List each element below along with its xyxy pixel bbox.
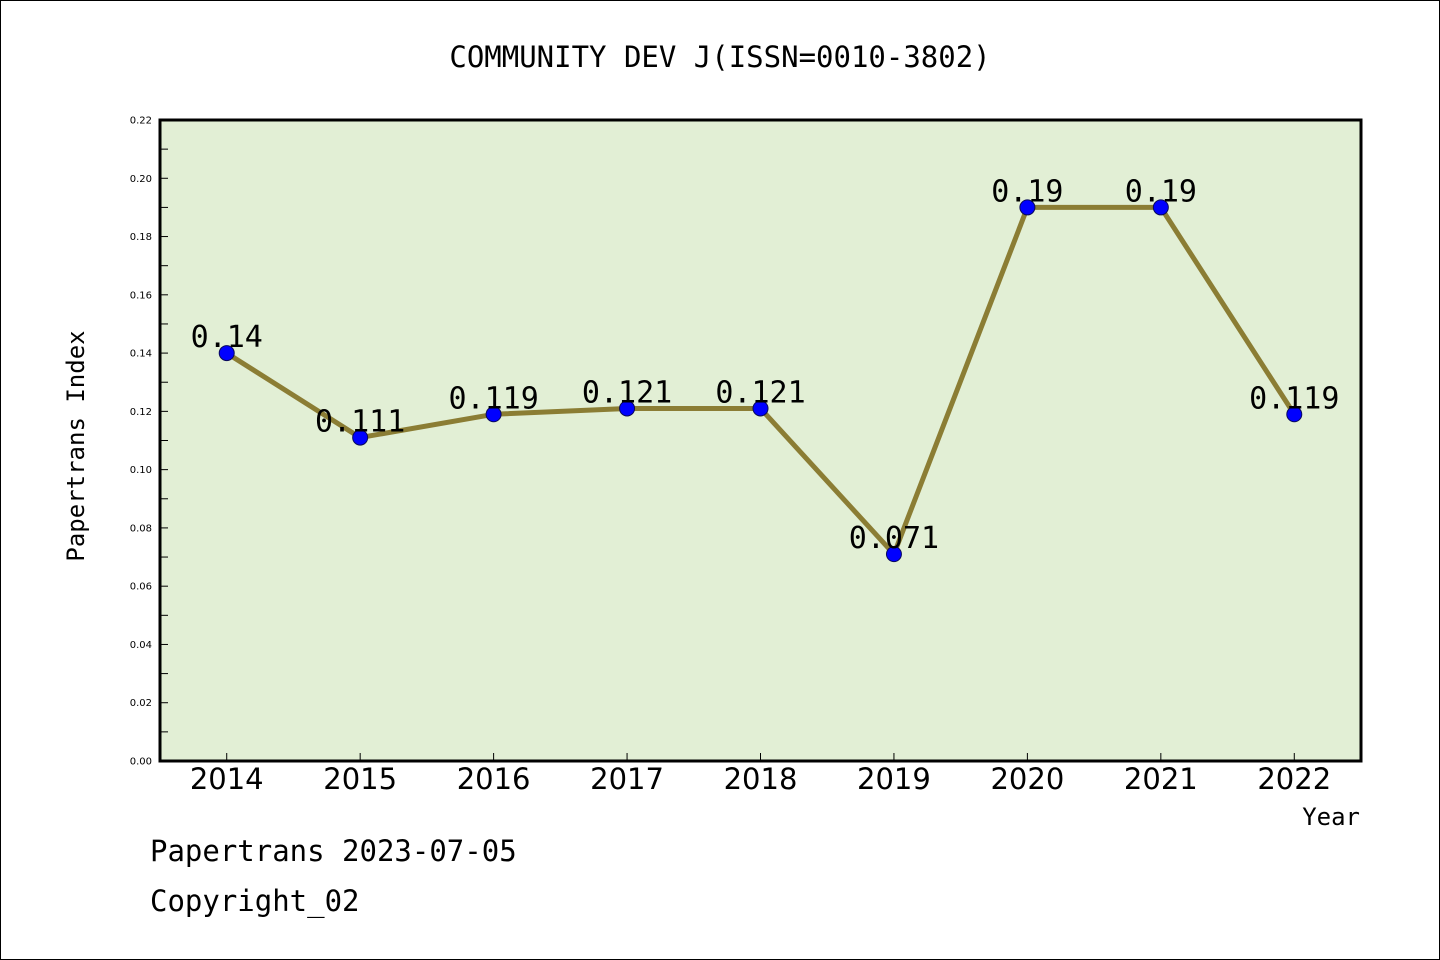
y-tick-label: 0.04	[130, 640, 152, 651]
x-axis-label: Year	[1302, 803, 1360, 831]
data-point-2019	[885, 546, 902, 563]
data-markers	[218, 199, 1303, 563]
x-tick-label: 2015	[323, 762, 397, 796]
data-label-2021: 0.19	[1125, 174, 1197, 209]
data-label-2019: 0.071	[849, 521, 939, 556]
y-tick-label: 0.02	[130, 698, 152, 709]
y-tick-label: 0.14	[130, 349, 152, 360]
footer-copyright: Copyright_02	[150, 884, 360, 918]
data-label-2018: 0.121	[715, 375, 805, 410]
data-label-2014: 0.14	[191, 320, 263, 355]
data-labels: 0.14 0.111 0.119 0.121 0.121 0.071 0.19 0.19 0.1…	[191, 174, 1340, 556]
footer-date: Papertrans 2023-07-05	[150, 834, 517, 868]
y-axis-label: Papertrans Index	[62, 330, 90, 561]
y-tick-label: 0.00	[130, 757, 152, 768]
x-tick-label: 2022	[1257, 762, 1331, 796]
plot-area	[158, 118, 1363, 763]
x-tick-label: 2019	[857, 762, 931, 796]
data-point-2018	[752, 400, 769, 417]
x-tick-label: 2017	[590, 762, 664, 796]
y-tick-label: 0.10	[130, 465, 152, 476]
chart-title: COMMUNITY DEV J(ISSN=0010-3802)	[449, 40, 990, 74]
data-point-2020	[1019, 199, 1036, 216]
y-tick-label: 0.16	[130, 290, 152, 301]
x-tick-label: 2021	[1124, 762, 1198, 796]
data-point-2014	[218, 345, 235, 362]
data-label-2022: 0.119	[1249, 381, 1339, 416]
data-point-2016	[485, 406, 502, 423]
data-point-2022	[1286, 406, 1303, 423]
x-axis: 2014 2015 2016 2017 2018 2019 2020 2021 2022	[190, 753, 1331, 796]
data-label-2017: 0.121	[582, 375, 672, 410]
data-point-2021	[1152, 199, 1169, 216]
data-label-2020: 0.19	[991, 174, 1063, 209]
x-tick-label: 2014	[190, 762, 264, 796]
y-tick-label: 0.08	[130, 523, 152, 534]
data-label-2015: 0.111	[315, 405, 405, 440]
y-tick-label: 0.12	[130, 407, 152, 418]
data-point-2017	[619, 400, 636, 417]
y-tick-label: 0.22	[130, 116, 152, 127]
y-tick-label: 0.20	[130, 174, 152, 185]
data-point-2015	[352, 429, 369, 446]
y-axis: 0.00 0.02 0.04 0.06 0.08 0.10 0.12 0.14 0.16 0.18…	[130, 116, 168, 768]
x-tick-label: 2020	[990, 762, 1064, 796]
x-tick-label: 2018	[724, 762, 798, 796]
data-label-2016: 0.119	[448, 381, 538, 416]
y-tick-label: 0.06	[130, 582, 152, 593]
x-tick-label: 2016	[457, 762, 531, 796]
y-tick-label: 0.18	[130, 232, 152, 243]
